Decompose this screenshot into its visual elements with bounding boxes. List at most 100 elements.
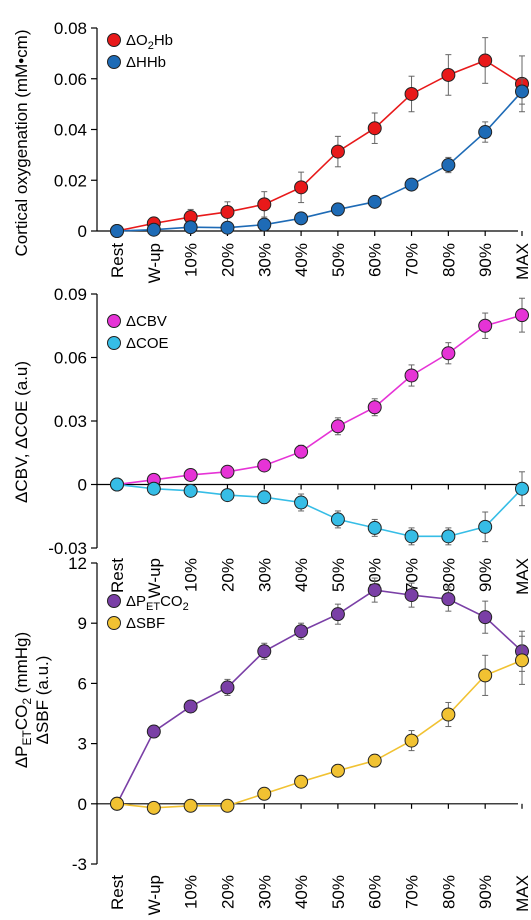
data-point (146, 800, 161, 815)
data-point (294, 774, 309, 789)
data-point (294, 495, 309, 510)
data-point (367, 753, 382, 768)
series-line (116, 659, 523, 809)
data-point (257, 490, 272, 505)
x-tick-label: 50% (329, 243, 348, 277)
x-tick-label: 70% (403, 243, 422, 277)
data-point (220, 680, 235, 695)
legend-marker (107, 616, 121, 630)
y-tick-label: 0.03 (54, 412, 87, 431)
data-point (478, 610, 493, 625)
y-tick-label: 6 (78, 674, 87, 693)
x-tick-label: 70% (403, 558, 422, 592)
y-tick-label: -0.03 (48, 539, 87, 558)
panel1-marks (110, 37, 529, 238)
panel3-legend: ΔPETCO2 ΔSBF (107, 593, 189, 632)
x-tick-label: 30% (255, 243, 274, 277)
y-tick-label: 3 (78, 735, 87, 754)
panel3-marks (110, 577, 529, 815)
panel-cortical-oxygenation: Cortical oxygenation (mM•cm) 0.080.060.0… (12, 19, 531, 283)
x-tick-label: 20% (218, 558, 237, 592)
data-point (441, 158, 456, 173)
data-point (515, 84, 529, 99)
data-point (330, 763, 345, 778)
data-point (441, 592, 456, 607)
panel2-ylabel: ΔCBV, ΔCOE (a.u) (12, 361, 31, 503)
data-point (183, 483, 198, 498)
x-tick-label: 30% (255, 875, 274, 909)
data-point (330, 512, 345, 527)
legend-label: ΔO2Hb (126, 32, 173, 52)
legend-marker (107, 33, 121, 47)
data-point (294, 211, 309, 226)
y-tick-label: 0.06 (54, 70, 87, 89)
x-tick-label: 10% (182, 243, 201, 277)
data-point (146, 481, 161, 496)
panel1-ylabel: Cortical oxygenation (mM•cm) (12, 29, 31, 256)
data-point (367, 121, 382, 136)
panel2-legend: ΔCBV ΔCOE (107, 313, 169, 352)
legend-marker (107, 336, 121, 350)
data-point (515, 308, 529, 323)
panel1-axes: 0.08 0.06 0.04 0.02 0 Rest W-up 10% 20% 30% 40% 50%… (54, 19, 531, 283)
data-point (515, 481, 529, 496)
x-tick-label: MAX (513, 558, 531, 595)
x-tick-label: 40% (292, 243, 311, 277)
legend-marker (107, 314, 121, 328)
panel2-axes: 0.09 0.06 0.03 0 -0.03 Rest W-up 10% 20% 30% 40% 50… (48, 285, 531, 598)
x-tick-label: 80% (439, 558, 458, 592)
x-tick-label: W-up (145, 558, 164, 598)
x-tick-label: Rest (108, 558, 127, 593)
data-point (478, 519, 493, 534)
x-tick-label: 80% (439, 243, 458, 277)
x-tick-label: 40% (292, 875, 311, 909)
panel2-marks (110, 297, 529, 546)
data-point (367, 583, 382, 598)
data-point (478, 53, 493, 68)
x-tick-label: 90% (476, 875, 495, 909)
data-point (294, 180, 309, 195)
data-point (404, 368, 419, 383)
series-line (116, 59, 523, 232)
y-tick-label: 12 (68, 554, 87, 573)
series-line (116, 589, 523, 805)
x-tick-label: W-up (145, 875, 164, 915)
legend-marker (107, 594, 121, 608)
data-point (330, 144, 345, 159)
y-tick-label: 0 (78, 795, 87, 814)
legend-label: ΔCBV (126, 313, 167, 330)
data-point (146, 724, 161, 739)
data-point (330, 202, 345, 217)
data-point (404, 733, 419, 748)
x-tick-label: 50% (329, 558, 348, 592)
panel3-ylabel-line2: ΔSBF (a.u.) (33, 656, 52, 745)
series-line (116, 314, 523, 486)
data-point (478, 318, 493, 333)
data-point (367, 194, 382, 209)
data-point (441, 529, 456, 544)
data-point (294, 624, 309, 639)
data-point (404, 529, 419, 544)
legend-label: ΔHHb (126, 54, 166, 71)
data-point (110, 224, 124, 238)
y-tick-label: 9 (78, 614, 87, 633)
data-point (367, 400, 382, 415)
data-point (478, 125, 493, 140)
legend-label: ΔCOE (126, 335, 169, 352)
data-point (110, 796, 124, 811)
data-point (441, 67, 456, 82)
data-point (183, 220, 198, 235)
y-tick-label: 0.09 (54, 285, 87, 304)
x-tick-label: W-up (145, 243, 164, 283)
x-tick-label: 80% (439, 875, 458, 909)
panel3-ylabel-line1: ΔPETCO2 (mmHg) (12, 632, 34, 768)
data-point (220, 204, 235, 219)
x-tick-label: 10% (182, 558, 201, 592)
y-tick-label: 0.02 (54, 171, 87, 190)
x-tick-label: 50% (329, 875, 348, 909)
y-tick-label: 0 (78, 222, 87, 241)
data-point (183, 467, 198, 482)
data-point (257, 644, 272, 659)
x-tick-label: 90% (476, 558, 495, 592)
x-tick-label: 30% (255, 558, 274, 592)
